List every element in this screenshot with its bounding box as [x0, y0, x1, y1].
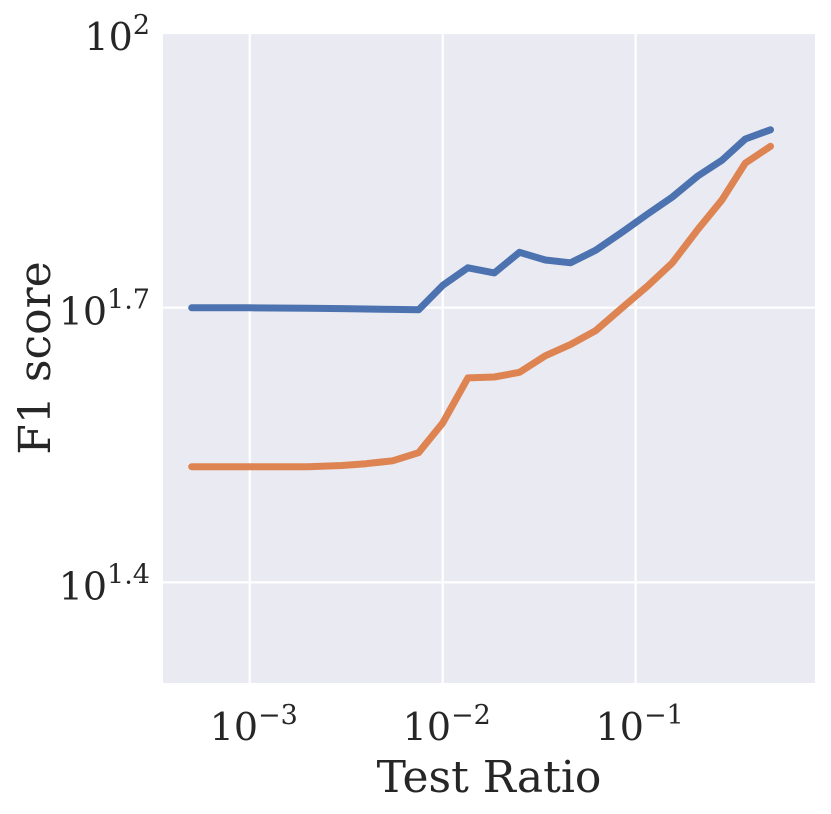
y-tick-label-1: 101.7 — [59, 285, 150, 334]
x-tick-labels: 10−3 10−2 10−1 — [210, 700, 684, 749]
series-lines — [188, 126, 774, 471]
x-tick-label-1: 10−2 — [403, 700, 491, 749]
y-tick-labels: 101.4 101.7 102 — [59, 10, 150, 608]
y-axis-label: F1 score — [10, 261, 61, 454]
x-tick-label-0: 10−3 — [210, 700, 298, 749]
x-axis-label: Test Ratio — [377, 752, 602, 803]
series-line-1 — [188, 142, 774, 471]
plot-background — [163, 33, 815, 683]
y-tick-label-0: 101.4 — [59, 559, 150, 608]
x-tick-label-2: 10−1 — [596, 700, 684, 749]
y-tick-label-2: 102 — [84, 10, 150, 59]
series-line-0 — [188, 126, 774, 314]
